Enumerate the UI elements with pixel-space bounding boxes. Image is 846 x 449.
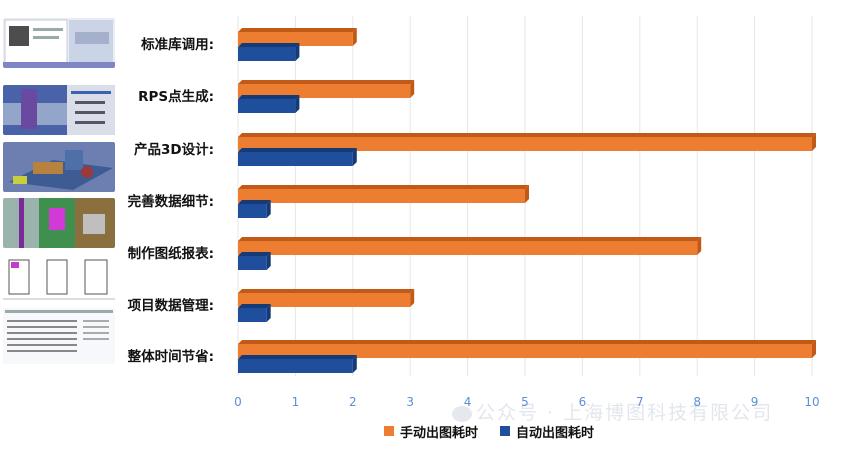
bar-manual-3-side bbox=[525, 185, 529, 203]
watermark: 公众号 · 上海博图科技有限公司 bbox=[452, 398, 773, 425]
bars bbox=[238, 28, 816, 373]
bar-auto-0-face bbox=[238, 47, 296, 61]
bar-auto-2-side bbox=[352, 148, 357, 166]
category-label: 整体时间节省: bbox=[128, 348, 214, 365]
x-tick-label: 3 bbox=[406, 395, 414, 409]
x-tick-label: 7 bbox=[636, 395, 644, 409]
legend-label-manual: 手动出图耗时 bbox=[400, 425, 479, 441]
bar-manual-4-top bbox=[238, 237, 702, 241]
bar-manual-0-top bbox=[238, 28, 357, 32]
x-tick-label: 1 bbox=[292, 395, 300, 409]
bar-manual-6-top bbox=[238, 340, 816, 344]
bar-auto-5-top bbox=[238, 304, 271, 308]
thumbnail-rps-points bbox=[3, 85, 115, 135]
bar-auto-4-side bbox=[266, 252, 271, 270]
legend-swatch-manual bbox=[384, 426, 394, 436]
bar-manual-0-face bbox=[238, 32, 353, 46]
bar-auto-3-face bbox=[238, 204, 267, 218]
bar-auto-1 bbox=[238, 95, 300, 113]
bar-manual-5-face bbox=[238, 293, 411, 307]
bar-manual-1-face bbox=[238, 84, 411, 98]
bar-auto-6 bbox=[238, 355, 357, 373]
bar-auto-3-side bbox=[266, 200, 271, 218]
bar-auto-4-face bbox=[238, 256, 267, 270]
bar-manual-1 bbox=[238, 80, 415, 98]
category-label: 标准库调用: bbox=[140, 36, 214, 53]
x-tick-label: 6 bbox=[579, 395, 587, 409]
bar-auto-1-face bbox=[238, 99, 296, 113]
bar-auto-1-side bbox=[295, 95, 300, 113]
category-label: 完善数据细节: bbox=[128, 193, 214, 210]
category-label: 制作图纸报表: bbox=[128, 245, 214, 262]
bar-auto-3-top bbox=[238, 200, 271, 204]
bar-manual-3-top bbox=[238, 185, 529, 189]
bar-auto-1-top bbox=[238, 95, 300, 99]
x-tick-label: 0 bbox=[234, 395, 242, 409]
bar-manual-6-side bbox=[812, 340, 816, 358]
bar-manual-2-side bbox=[812, 133, 816, 151]
x-tick-labels: 0 1 2 3 4 5 6 7 8 9 10 bbox=[234, 395, 819, 409]
bar-auto-0-top bbox=[238, 43, 300, 47]
bar-auto-6-face bbox=[238, 359, 353, 373]
x-tick-label: 5 bbox=[521, 395, 529, 409]
bar-auto-5 bbox=[238, 304, 271, 322]
category-label: 产品3D设计: bbox=[134, 141, 214, 158]
bar-manual-1-top bbox=[238, 80, 415, 84]
thumbnail-data-details bbox=[3, 198, 115, 248]
bar-manual-0-side bbox=[352, 28, 357, 46]
bar-manual-2-face bbox=[238, 137, 812, 151]
bar-manual-4-side bbox=[697, 237, 702, 255]
bar-manual-3 bbox=[238, 185, 529, 203]
bar-manual-5-top bbox=[238, 289, 415, 293]
bar-manual-5-side bbox=[410, 289, 415, 307]
legend-label-auto: 自动出图耗时 bbox=[516, 425, 595, 441]
thumbnail-strip bbox=[3, 18, 115, 364]
bar-manual-1-side bbox=[410, 80, 415, 98]
bar-auto-5-side bbox=[266, 304, 271, 322]
bar-manual-4 bbox=[238, 237, 702, 255]
bar-manual-2 bbox=[238, 133, 816, 151]
category-labels: 标准库调用: RPS点生成: 产品3D设计: 完善数据细节: 制作图纸报表: 项目数据管理… bbox=[128, 36, 214, 365]
bar-auto-0 bbox=[238, 43, 300, 61]
bar-auto-2-face bbox=[238, 152, 353, 166]
bar-auto-4-top bbox=[238, 252, 271, 256]
bar-auto-2-top bbox=[238, 148, 357, 152]
x-tick-label: 4 bbox=[464, 395, 472, 409]
bar-auto-5-face bbox=[238, 308, 267, 322]
legend-item-manual: 手动出图耗时 bbox=[384, 422, 478, 441]
bar-auto-3 bbox=[238, 200, 271, 218]
thumbnail-standard-library bbox=[3, 18, 115, 68]
legend: 手动出图耗时 自动出图耗时 bbox=[384, 420, 594, 442]
bar-manual-3-face bbox=[238, 189, 525, 203]
wechat-icon bbox=[452, 405, 472, 422]
thumbnail-drawing-reports bbox=[3, 254, 115, 304]
bar-manual-0 bbox=[238, 28, 357, 46]
legend-swatch-auto bbox=[500, 426, 511, 436]
bar-auto-6-side bbox=[352, 355, 357, 373]
thumbnail-3d-design bbox=[3, 142, 115, 192]
category-label: RPS点生成: bbox=[138, 88, 214, 105]
legend-item-auto: 自动出图耗时 bbox=[500, 422, 594, 441]
x-tick-label: 10 bbox=[804, 395, 819, 409]
watermark-text: 公众号 · 上海博图科技有限公司 bbox=[476, 402, 774, 424]
bar-manual-4-face bbox=[238, 241, 698, 255]
bar-auto-6-top bbox=[238, 355, 357, 359]
bar-manual-6-face bbox=[238, 344, 812, 358]
category-label: 项目数据管理: bbox=[128, 297, 214, 314]
bar-auto-0-side bbox=[295, 43, 300, 61]
x-tick-label: 9 bbox=[751, 395, 759, 409]
bar-auto-2 bbox=[238, 148, 357, 166]
x-tick-label: 8 bbox=[693, 395, 701, 409]
bar-manual-6 bbox=[238, 340, 816, 358]
x-tick-label: 2 bbox=[349, 395, 357, 409]
bar-manual-5 bbox=[238, 289, 415, 307]
bar-manual-2-top bbox=[238, 133, 816, 137]
thumbnail-project-data bbox=[3, 308, 115, 364]
bar-auto-4 bbox=[238, 252, 271, 270]
